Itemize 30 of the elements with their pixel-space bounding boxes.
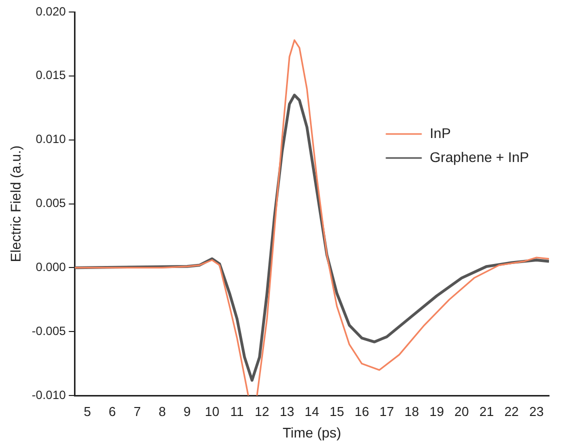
legend-label: Graphene + InP xyxy=(430,148,530,165)
x-tick-label: 16 xyxy=(354,404,370,419)
x-tick-label: 21 xyxy=(479,404,494,419)
x-tick-label: 9 xyxy=(184,404,191,419)
x-tick-label: 8 xyxy=(158,404,166,419)
x-tick-label: 10 xyxy=(204,404,220,419)
x-tick-label: 7 xyxy=(134,404,141,419)
x-tick-label: 22 xyxy=(504,404,519,419)
y-tick-label: 0.020 xyxy=(36,4,66,18)
x-tick-label: 15 xyxy=(330,404,344,419)
x-axis-title: Time (ps) xyxy=(282,424,342,440)
y-tick-label: 0.000 xyxy=(36,260,66,274)
y-tick-label: -0.005 xyxy=(32,324,66,338)
x-tick-label: 19 xyxy=(429,404,444,419)
x-tick-label: 11 xyxy=(230,404,244,419)
x-tick-label: 12 xyxy=(254,404,270,419)
x-tick-label: 13 xyxy=(280,404,294,419)
x-tick-label: 18 xyxy=(404,404,419,419)
x-tick-label: 17 xyxy=(380,404,394,419)
y-tick-label: 0.005 xyxy=(36,196,66,210)
y-tick-label: -0.010 xyxy=(32,388,66,402)
x-tick-label: 6 xyxy=(108,404,116,419)
x-tick-label: 14 xyxy=(304,404,320,419)
legend-label: InP xyxy=(430,124,451,141)
y-tick-label: 0.015 xyxy=(36,68,66,82)
x-tick-label: 20 xyxy=(454,404,469,419)
x-tick-label: 5 xyxy=(84,404,91,419)
y-axis-title: Electric Field (a.u.) xyxy=(7,145,24,262)
y-tick-label: 0.010 xyxy=(36,132,66,146)
x-tick-label: 23 xyxy=(529,404,544,419)
